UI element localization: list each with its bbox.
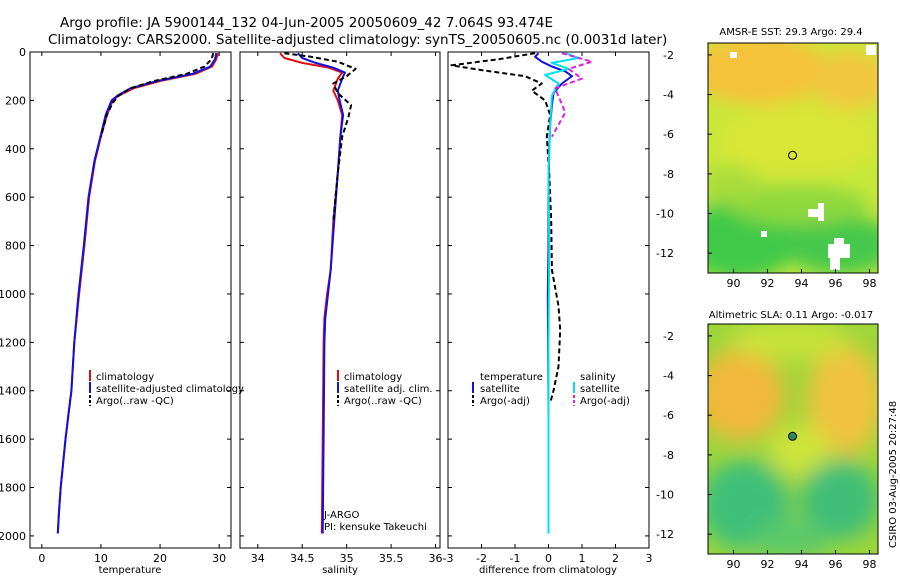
tick-layer: 0 10 20 30020040060080010001200140016001800… [0,46,653,565]
y-tick-label: 800 [5,240,26,253]
x-tick-label: 0 [545,552,552,565]
series-line-salinity-satellite [544,52,580,534]
map-y-tick-label: -12 [656,528,674,541]
temperature-axes [29,51,232,549]
legend-label-climatology: climatology [96,372,154,383]
y-tick-label: 200 [5,94,26,107]
map-y-tick-label: -4 [663,370,674,383]
map-y-tick-label: -6 [663,409,674,422]
x-tick-label: 35.5 [379,552,404,565]
series-line-temperature-argo-adj- [450,52,562,404]
title-line-2: Climatology: CARS2000. Satellite-adjuste… [48,32,667,48]
map-x-tick-label: 92 [761,277,775,290]
map-x-tick-label: 94 [795,277,809,290]
map-x-tick-label: 96 [829,558,843,571]
x-tick-label: -3 [443,552,454,565]
pi-annotation-line-1: J-ARGO [323,510,360,521]
y-tick-label: 400 [5,143,26,156]
legend-label-temp-satellite: satellite [480,384,520,395]
y-tick-label: 1600 [0,433,26,446]
x-tick-label: -2 [476,552,487,565]
sst-map-frame [707,42,879,274]
y-tick-label: 1200 [0,336,26,349]
salinity-legend: climatology satellite adj. clim. Argo(..… [323,370,433,533]
difference-legend: temperature satellite Argo(-adj) salinit… [472,372,630,407]
x-tick-label: -1 [510,552,521,565]
series-line-temperature-satellite [534,52,573,534]
y-tick-label: 2000 [0,530,26,543]
x-tick-label: 34 [251,552,265,565]
x-tick-label: 20 [153,552,167,565]
y-tick-label: 600 [5,191,26,204]
credit-stamp: CSIRO 03-Aug-2005 20:27:48 [888,401,899,548]
legend-label-satellite: satellite adj. clim. [344,384,433,395]
legend-label-sal-satellite: satellite [580,384,620,395]
x-tick-label: 10 [94,552,108,565]
title-line-1: Argo profile: JA 5900144_132 04-Jun-2005… [60,15,553,31]
legend-label-temp-argo: Argo(-adj) [480,396,530,407]
difference-xlabel: difference from climatology [479,565,617,576]
legend-heading-salinity: salinity [580,372,616,383]
argo-float-marker [788,150,798,160]
map-y-tick-label: -8 [663,449,674,462]
series-line-argo-raw-qc- [99,52,215,137]
map-x-tick-label: 98 [863,277,877,290]
x-tick-label: 2 [612,552,619,565]
sla-map-frame [707,323,879,555]
map-y-tick-label: -10 [656,489,674,502]
pi-annotation-line-2: PI: kensuke Takeuchi [324,522,427,533]
salinity-axes [239,51,441,549]
map-x-tick-label: 92 [761,558,775,571]
map-y-tick-label: -8 [663,168,674,181]
x-tick-label: 1 [579,552,586,565]
x-tick-label: 30 [212,552,226,565]
temperature-xlabel: temperature [99,565,162,576]
sst-map-field [708,43,878,273]
y-tick-label: 1400 [0,385,26,398]
series-layer [56,52,593,534]
legend-label-satellite: satellite-adjusted climatology [96,384,244,395]
legend-label-argo: Argo(..raw -QC) [96,396,174,407]
x-tick-label: 35 [340,552,354,565]
x-tick-label: 34.5 [290,552,315,565]
x-tick-label: 0 [38,552,45,565]
map-y-tick-label: -10 [656,208,674,221]
series-line-argo-raw-qc- [284,52,357,222]
map-y-tick-label: -2 [663,330,674,343]
sst-map-axes: 90 92 94 96 98 -2 -4 -6 -8 -10 -12 [656,49,876,290]
series-line-satellite-adjusted-climatology [56,53,218,534]
sla-map-title: Altimetric SLA: 0.11 Argo: -0.017 [709,310,874,321]
y-tick-label: 0 [19,46,26,59]
series-line-climatology [279,52,344,534]
map-x-tick-label: 90 [727,558,741,571]
x-tick-label: 36 [429,552,443,565]
y-tick-label: 1000 [0,288,26,301]
map-y-tick-label: -12 [656,247,674,260]
map-y-tick-label: -4 [663,89,674,102]
argo-float-marker [788,431,798,441]
series-line-satellite-adj-clim- [297,52,346,534]
map-x-tick-label: 90 [727,277,741,290]
map-x-tick-label: 98 [863,558,877,571]
series-line-climatology [56,52,219,534]
legend-heading-temperature: temperature [480,372,543,383]
legend-label-climatology: climatology [344,372,402,383]
y-tick-label: 1800 [0,482,26,495]
map-x-tick-label: 94 [795,558,809,571]
x-tick-label: 3 [646,552,653,565]
map-x-tick-label: 96 [829,277,843,290]
map-y-tick-label: -6 [663,128,674,141]
map-y-tick-label: -2 [663,49,674,62]
sst-map-title: AMSR-E SST: 29.3 Argo: 29.4 [719,27,862,38]
temperature-legend: climatology satellite-adjusted climatolo… [89,370,244,407]
sla-map-axes: 90 92 94 96 98 -2 -4 -6 -8 -10 -12 [656,330,876,571]
series-line-salinity-argo-adj- [551,52,593,138]
legend-label-argo: Argo(..raw -QC) [344,396,422,407]
salinity-xlabel: salinity [322,565,358,576]
legend-label-sal-argo: Argo(-adj) [580,396,630,407]
